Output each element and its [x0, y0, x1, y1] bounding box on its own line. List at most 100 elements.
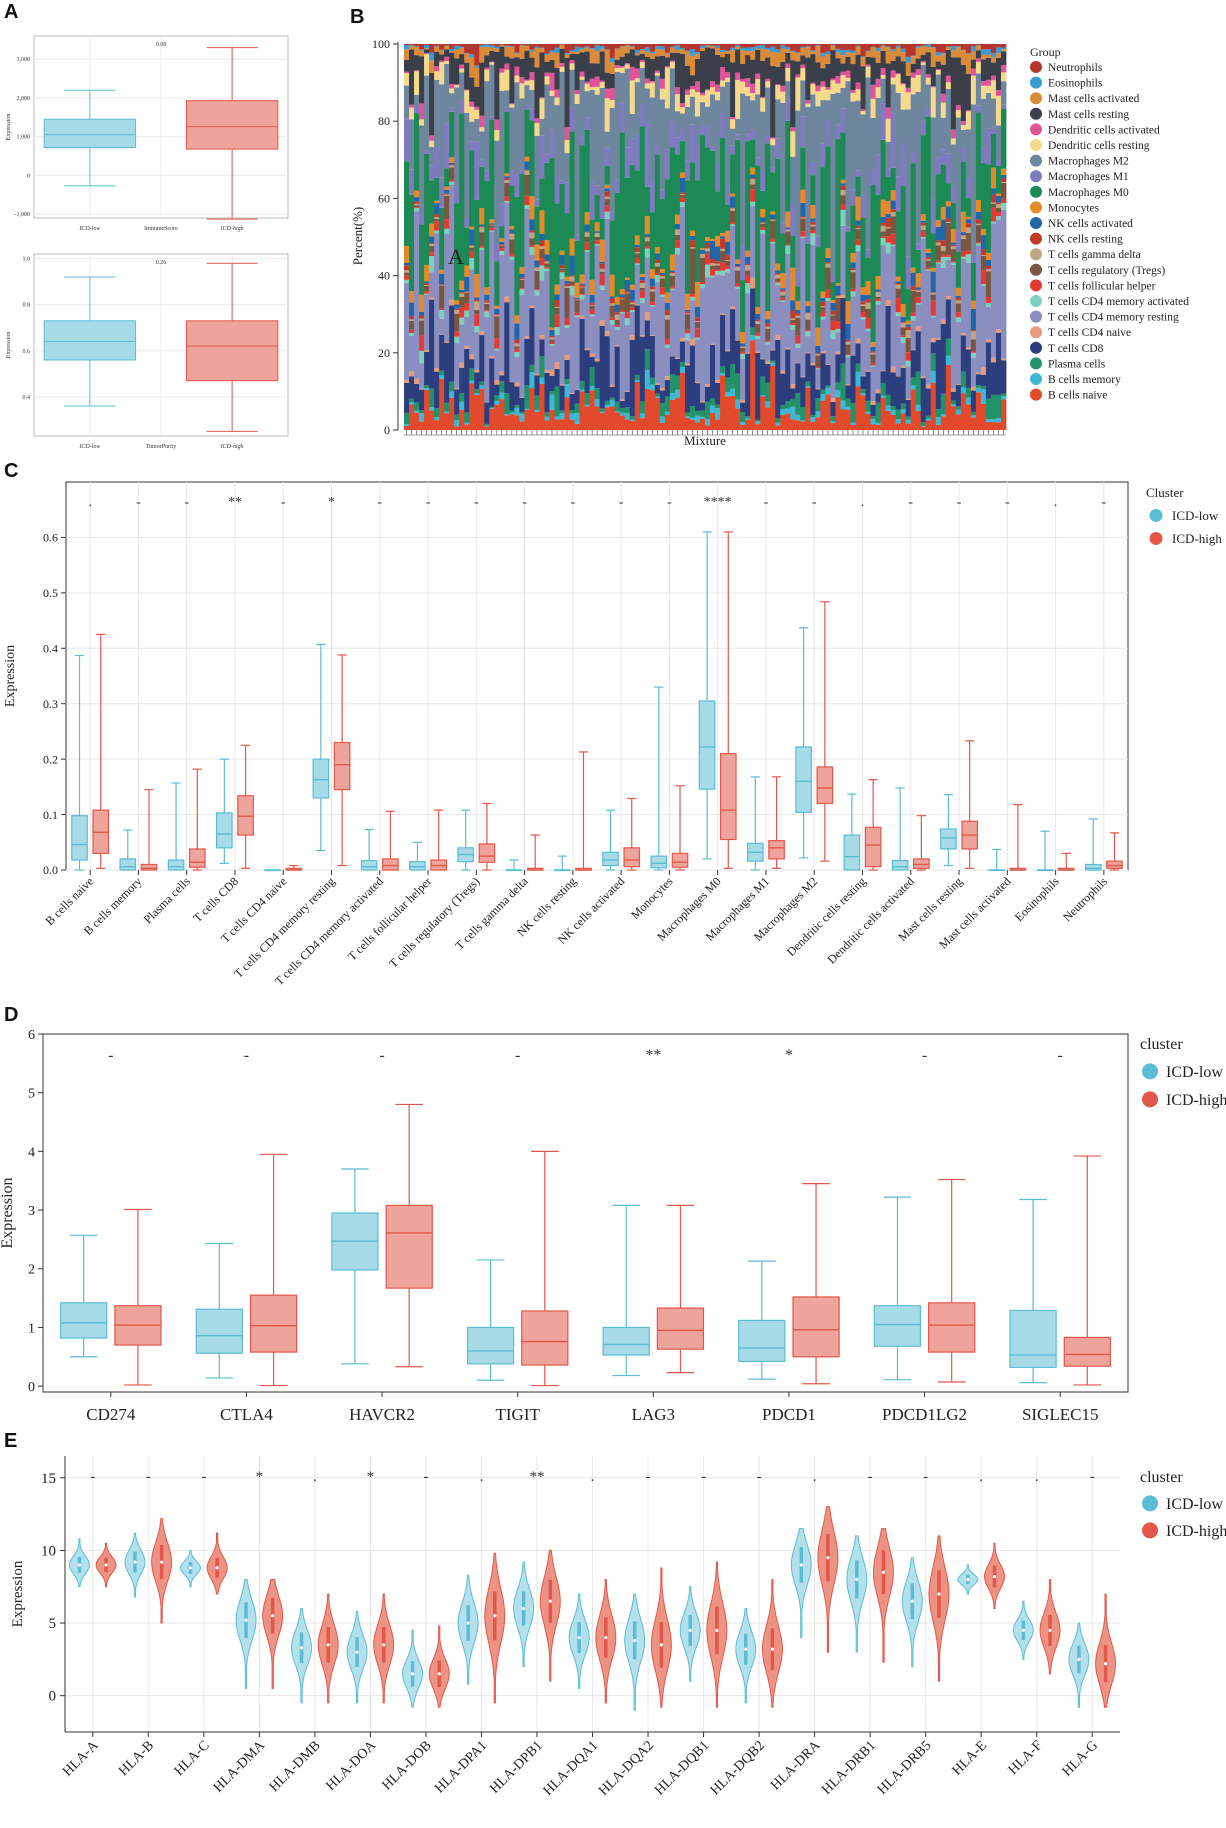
bar-segment	[986, 271, 991, 297]
bar-segment	[439, 54, 444, 60]
bar-segment	[986, 58, 991, 80]
bar-segment	[760, 230, 765, 234]
bar-segment	[439, 62, 444, 84]
x-tick-label: T cells CD8	[190, 874, 241, 925]
box-body	[238, 796, 253, 835]
bar-segment	[414, 201, 419, 204]
bar-segment	[675, 230, 680, 235]
bar-segment	[850, 262, 855, 268]
bar-segment	[815, 62, 820, 86]
bar-segment	[565, 277, 570, 281]
bar-segment	[725, 54, 730, 72]
bar-segment	[911, 290, 916, 291]
bar-segment	[850, 289, 855, 292]
bar-segment	[906, 57, 911, 63]
bar-segment	[585, 48, 590, 52]
significance-label: .	[88, 495, 92, 510]
bar-segment	[850, 272, 855, 289]
bar-segment	[1001, 399, 1006, 430]
violin-median	[882, 1571, 885, 1574]
bar-segment	[760, 97, 765, 98]
legend-label: Eosinophils	[1048, 78, 1103, 90]
bar-segment	[805, 107, 810, 238]
bar-segment	[906, 420, 911, 424]
bar-segment	[810, 54, 815, 83]
bar-segment	[469, 107, 474, 122]
bar-segment	[615, 305, 620, 313]
bar-segment	[524, 80, 529, 81]
bar-segment	[805, 244, 810, 302]
x-tick-label: PDCD1LG2	[882, 1405, 967, 1424]
bar-segment	[971, 256, 976, 263]
bar-segment	[615, 412, 620, 430]
bar-segment	[429, 44, 434, 52]
violin-low	[569, 1594, 589, 1688]
bar-segment	[896, 298, 901, 312]
bar-segment	[544, 73, 549, 77]
violin-low	[458, 1575, 478, 1684]
bar-segment	[941, 94, 946, 103]
bar-segment	[670, 48, 675, 53]
bar-segment	[464, 422, 469, 424]
bar-segment	[745, 135, 750, 141]
bar-segment	[845, 409, 850, 430]
bar-segment	[675, 45, 680, 50]
bar-segment	[966, 349, 971, 388]
bar-segment	[645, 83, 650, 88]
bar-segment	[876, 98, 881, 155]
bar-segment	[479, 248, 484, 250]
bar-segment	[509, 382, 514, 383]
bar-segment	[775, 44, 780, 49]
bar-segment	[414, 207, 419, 208]
y-tick-label: 100	[372, 37, 390, 51]
bar-segment	[570, 275, 575, 276]
y-axis-label: Expression	[6, 114, 12, 141]
violin-median	[467, 1621, 470, 1624]
bar-segment	[695, 321, 700, 322]
violin-median	[911, 1600, 914, 1603]
bar-segment	[981, 389, 986, 403]
y-tick-label: 0	[28, 1380, 35, 1395]
bar-segment	[911, 73, 916, 78]
bar-segment	[469, 44, 474, 54]
bar-segment	[544, 370, 549, 373]
bar-segment	[690, 406, 695, 418]
bar-segment	[715, 165, 720, 192]
bar-segment	[861, 319, 866, 375]
bar-segment	[881, 238, 886, 245]
bar-segment	[434, 408, 439, 417]
bar-segment	[830, 315, 835, 321]
box-body	[769, 841, 784, 859]
bar-segment	[755, 46, 760, 49]
bar-segment	[519, 77, 524, 83]
bar-segment	[986, 266, 991, 269]
bar-segment	[921, 377, 926, 379]
bar-segment	[555, 420, 560, 430]
bar-segment	[660, 391, 665, 404]
bar-segment	[830, 311, 835, 315]
bar-segment	[655, 275, 660, 282]
bar-segment	[479, 331, 484, 335]
violin-high	[96, 1543, 116, 1587]
bar-segment	[645, 246, 650, 248]
bar-segment	[790, 44, 795, 51]
significance-label: -	[619, 495, 624, 510]
box-high	[721, 532, 736, 868]
bar-segment	[891, 209, 896, 212]
bar-segment	[765, 383, 770, 402]
bar-segment	[765, 143, 770, 311]
bar-segment	[866, 77, 871, 249]
bar-segment	[795, 77, 800, 110]
bar-segment	[645, 47, 650, 52]
significance-label: -	[908, 495, 913, 510]
bar-segment	[916, 405, 921, 411]
bar-segment	[845, 301, 850, 324]
bar-segment	[986, 307, 991, 339]
bar-segment	[675, 87, 680, 94]
bar-segment	[434, 80, 439, 148]
bar-segment	[941, 44, 946, 53]
bar-segment	[780, 299, 785, 301]
bar-segment	[916, 59, 921, 69]
bar-segment	[921, 378, 926, 422]
bar-segment	[409, 319, 414, 321]
